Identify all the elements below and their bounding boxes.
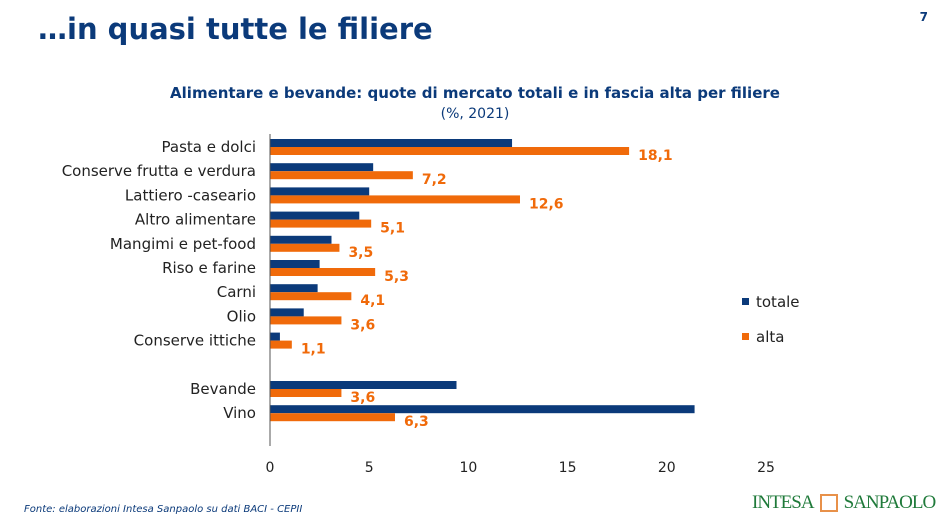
bar-alta: [270, 243, 340, 252]
bar-totale: [270, 308, 304, 317]
category-label: Mangimi e pet-food: [110, 235, 256, 253]
category-label: Conserve ittiche: [134, 332, 256, 350]
data-label: 18,1: [638, 148, 673, 164]
logo-text-intesa: INTESA: [752, 492, 815, 513]
data-label: 5,3: [384, 269, 409, 285]
data-label: 7,2: [422, 172, 447, 188]
bar-alta: [270, 389, 342, 397]
bar-totale: [270, 260, 320, 268]
x-tick-label: 5: [365, 460, 374, 476]
category-label: Pasta e dolci: [162, 138, 257, 156]
x-tick-label: 25: [757, 460, 775, 476]
bar-alta: [270, 413, 395, 422]
category-label: Bevande: [190, 380, 256, 398]
bar-totale: [270, 235, 332, 244]
source-note: Fonte: elaborazioni Intesa Sanpaolo su d…: [24, 504, 303, 515]
bar-alta: [270, 268, 376, 276]
bar-totale: [270, 163, 374, 172]
chart-subtitle: (%, 2021): [440, 106, 510, 122]
bar-alta: [270, 195, 520, 204]
bar-totale: [270, 187, 370, 196]
category-label: Riso e farine: [162, 259, 256, 277]
x-tick-label: 15: [559, 460, 577, 476]
data-label: 5,1: [380, 221, 405, 237]
bar-totale: [270, 284, 318, 293]
slide-title: …in quasi tutte le filiere: [38, 12, 433, 46]
data-label: 6,3: [404, 414, 429, 430]
category-label: Vino: [223, 404, 256, 422]
chart-title: Alimentare e bevande: quote di mercato t…: [170, 84, 780, 102]
bar-totale: [270, 405, 695, 414]
legend-label-alta: alta: [756, 328, 784, 346]
data-label: 12,6: [529, 196, 564, 212]
page-number: 7: [919, 10, 928, 24]
x-tick-label: 0: [266, 460, 275, 476]
bar-alta: [270, 316, 342, 325]
bar-alta: [270, 292, 352, 301]
bar-alta: [270, 219, 372, 228]
logo-text-sanpaolo: SANPAOLO: [843, 492, 937, 513]
bar-alta: [270, 340, 292, 349]
bar-alta: [270, 171, 413, 180]
legend-swatch-totale: [742, 298, 749, 305]
x-tick-label: 10: [459, 460, 477, 476]
x-tick-label: 20: [658, 460, 676, 476]
intesa-sanpaolo-logo: INTESA SANPAOLO: [752, 492, 937, 514]
category-label: Carni: [217, 283, 256, 301]
data-label: 3,6: [350, 390, 375, 406]
logo-mark-icon: [819, 494, 838, 512]
data-label: 3,5: [348, 245, 373, 261]
legend-label-totale: totale: [756, 293, 800, 311]
bar-totale: [270, 381, 457, 389]
data-label: 3,6: [350, 317, 375, 333]
category-label: Conserve frutta e verdura: [62, 162, 256, 180]
category-label: Olio: [227, 307, 256, 325]
category-label: Altro alimentare: [135, 211, 256, 229]
bar-alta: [270, 147, 630, 155]
bar-totale: [270, 332, 280, 341]
category-label: Lattiero -caseario: [125, 186, 256, 204]
bar-totale: [270, 211, 360, 220]
legend-swatch-alta: [742, 333, 749, 340]
data-label: 4,1: [360, 293, 385, 309]
bar-totale: [270, 139, 513, 147]
data-label: 1,1: [301, 342, 326, 358]
